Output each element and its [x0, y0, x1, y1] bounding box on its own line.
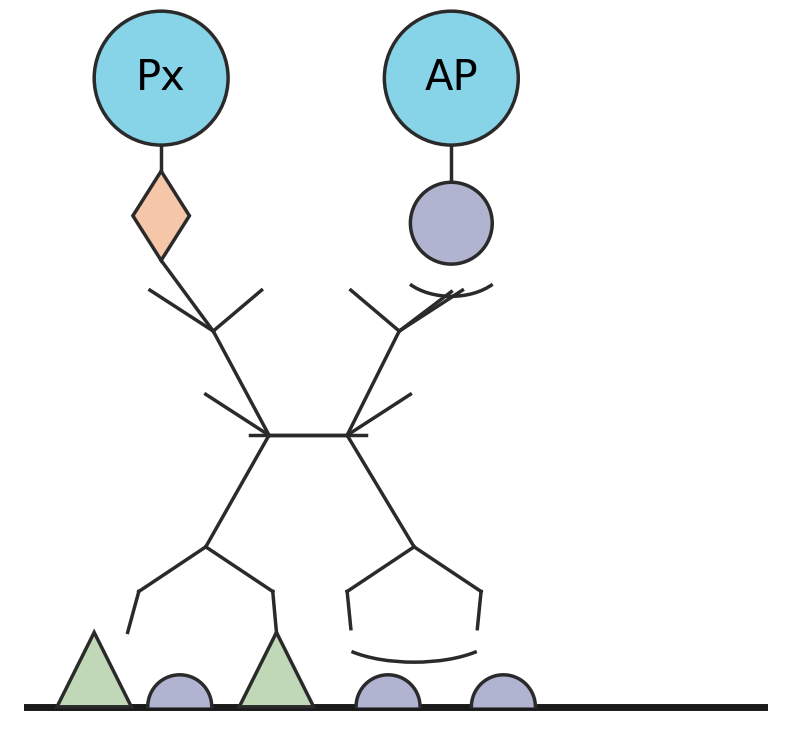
Polygon shape	[471, 675, 536, 707]
Polygon shape	[133, 171, 189, 260]
Polygon shape	[239, 632, 314, 707]
Circle shape	[411, 182, 492, 264]
Polygon shape	[356, 675, 420, 707]
Polygon shape	[148, 675, 212, 707]
Circle shape	[384, 11, 518, 145]
Text: AP: AP	[425, 57, 478, 99]
Polygon shape	[57, 632, 131, 707]
Circle shape	[94, 11, 228, 145]
Text: Px: Px	[136, 57, 186, 99]
